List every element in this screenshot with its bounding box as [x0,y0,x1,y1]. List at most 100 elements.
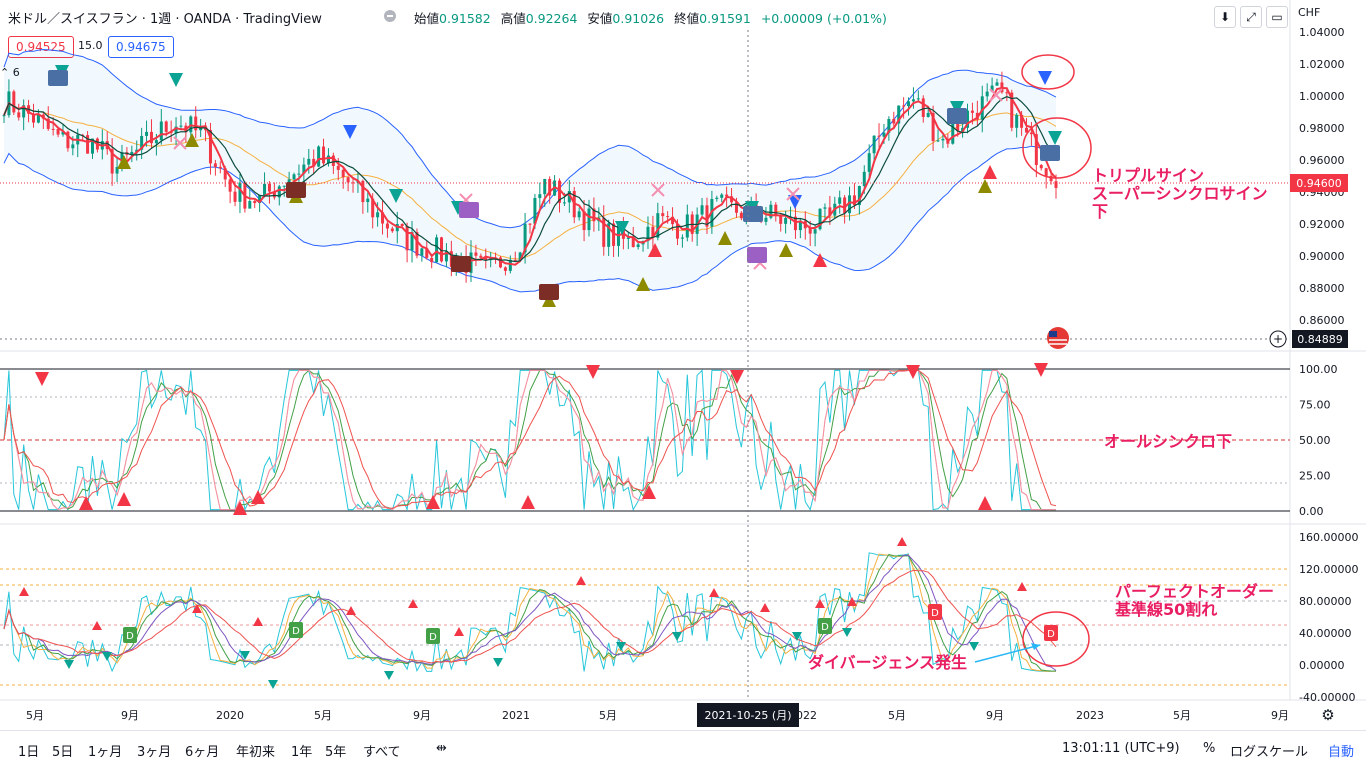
candle-body [700,205,704,215]
candle-body [921,98,925,117]
candle-body [936,140,940,142]
time-tick-label: 9月 [121,709,139,722]
perfect-order-axis[interactable]: 160.00000 120.00000 80.00000 40.00000 0.0000… [1299,531,1359,704]
perfect-order-pane[interactable]: D D D D D D [0,537,1290,689]
perfect-order-down-mark [102,652,112,661]
oscillator-down-mark [906,365,920,379]
perfect-order-line [3,554,1057,671]
signal-down-mark [1038,71,1052,85]
oscillator-tick-label: 75.00 [1299,399,1331,412]
candle-body [995,82,999,86]
timeframe-1y[interactable]: 1年 [291,745,313,760]
candle-body [312,158,316,167]
timeframe-ytd[interactable]: 年初来 [236,745,276,760]
candle-body [135,149,139,152]
candle-body [145,131,149,136]
perfect-order-up-mark [408,599,418,608]
candle-body [361,180,365,203]
time-tick-label: 9月 [413,709,431,722]
candle-body [474,252,478,256]
candle-body [557,180,561,203]
candle-body [253,201,257,204]
candle-body [331,155,335,166]
highlight-circle [1022,117,1092,179]
add-alert-icon[interactable] [1269,330,1287,348]
candle-body [931,112,935,142]
candle-body [223,168,227,180]
window-icon[interactable]: ▭ [1266,6,1288,28]
candle-body [577,211,581,218]
price-tick-label: 0.96000 [1299,154,1345,167]
timeframe-1m[interactable]: 1ヶ月 [88,745,123,760]
candle-body [941,138,945,141]
fullscreen-icon[interactable]: ⤢ [1240,6,1262,28]
candle-body [1025,127,1029,133]
signal-up-mark [983,165,997,179]
candle-body [17,112,21,118]
collapse-icon[interactable] [384,10,396,22]
perfect-order-up-mark [19,587,29,596]
candle-body [887,119,891,133]
candle-body [897,105,901,124]
oscillator-tick-label: 25.00 [1299,470,1331,483]
perfect-order-down-mark [842,628,852,637]
candle-body [798,220,802,231]
timeframe-all[interactable]: すべて [363,745,401,760]
signal-cross-mark [651,183,665,197]
candle-body [258,195,262,204]
time-axis[interactable]: 5月 9月 2020 5月 9月 2021 5月 2022 5月 9月 2023 5月 9月 [26,709,1289,722]
candle-body [877,135,881,137]
signal-badge [743,206,763,222]
candle-body [440,237,444,262]
candle-body [46,118,50,129]
oscillator-axis[interactable]: 100.00 75.00 50.00 25.00 0.00 [1299,363,1338,518]
timeframe-3m[interactable]: 3ヶ月 [137,745,172,760]
perfect-order-up-mark [760,603,770,612]
timeframe-6m[interactable]: 6ヶ月 [185,745,220,760]
candle-body [302,164,306,174]
ma-short-red [3,86,1057,266]
candle-body [1015,114,1019,128]
candle-body [263,183,267,196]
log-scale-toggle[interactable]: ログスケール [1230,745,1309,760]
symbol-title[interactable]: 米ドル／スイスフラン · 1週 · OANDA · TradingView [8,12,322,27]
candle-body [61,131,65,135]
time-tick-label: 2021 [502,709,530,722]
candle-body [671,216,675,225]
candle-body [715,197,719,199]
candle-body [277,186,281,198]
perfect-order-up-mark [253,617,263,626]
settings-gear-icon[interactable]: ⚙ [1321,706,1334,724]
candle-body [838,197,842,204]
candle-body [381,212,385,224]
ask-button[interactable]: 0.94675 [108,36,174,58]
spread-label: 15.0 [78,39,103,52]
oscillator-pane[interactable] [0,363,1290,515]
candle-body [425,248,429,258]
candle-body [523,223,527,253]
perfect-order-line [3,569,1057,664]
price-tick-label: 0.90000 [1299,250,1345,263]
time-tick-label: 9月 [986,709,1004,722]
timeframe-1d[interactable]: 1日 [18,745,40,760]
scroll-down-icon[interactable]: ⬇ [1214,6,1236,28]
candle-body [469,252,473,273]
percent-toggle[interactable]: % [1203,741,1216,756]
candle-body [882,132,886,137]
date-range-icon[interactable]: ⇹ [436,741,447,756]
candle-body [1010,92,1014,128]
price-axis[interactable]: 1.040001.020001.000000.980000.960000.940… [1299,26,1345,327]
auto-scale-toggle[interactable]: 自動 [1328,745,1355,760]
candle-body [734,202,738,213]
signal-badge [459,202,479,218]
timeframe-5d[interactable]: 5日 [52,745,74,760]
candle-body [326,155,330,164]
last-price-badge [1290,174,1348,192]
candle-body [51,128,55,130]
candle-body [248,201,252,209]
clock-time[interactable]: 13:01:11 (UTC+9) [1062,741,1180,756]
timeframe-5y[interactable]: 5年 [325,745,347,760]
indicator-toggle[interactable]: ⌃ 6 [0,66,20,79]
chart-canvas[interactable]: D D D D D D 1.04000 1.02000 1.00000 0.98000 0.960… [0,0,1366,730]
perfect-order-down-mark [616,642,626,651]
